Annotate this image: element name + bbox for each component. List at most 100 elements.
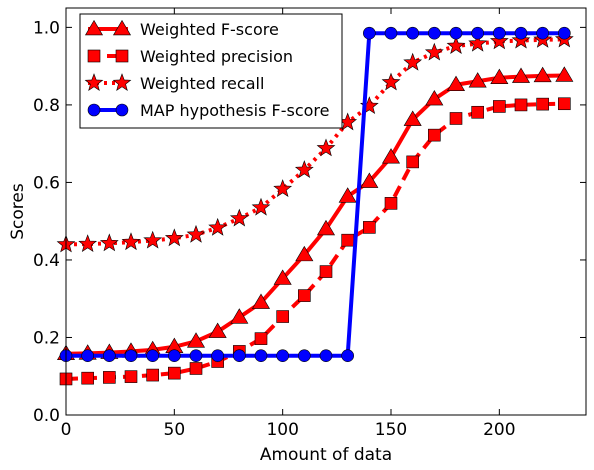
legend-marker	[112, 73, 132, 91]
data-point	[446, 75, 466, 91]
legend-marker	[87, 49, 101, 63]
data-point	[384, 197, 398, 210]
data-point	[468, 33, 488, 52]
data-point	[471, 105, 484, 119]
data-point	[490, 68, 509, 85]
data-point	[536, 97, 549, 111]
data-point	[511, 30, 531, 49]
data-point	[406, 155, 419, 169]
data-point	[341, 349, 354, 362]
data-point	[81, 371, 94, 385]
y-tick-label: 0.0	[33, 406, 60, 426]
legend-entry: Weighted precision	[87, 47, 293, 66]
data-point	[251, 197, 271, 216]
data-point	[143, 230, 163, 249]
x-tick-label: 0	[61, 420, 72, 440]
data-point	[103, 371, 116, 384]
y-axis-label: Scores	[8, 183, 28, 240]
data-point	[338, 187, 357, 203]
legend-marker	[84, 73, 104, 91]
x-tick-label: 50	[164, 420, 186, 440]
data-point	[103, 349, 116, 362]
data-point	[468, 72, 487, 88]
series-line	[65, 37, 565, 247]
legend-marker	[84, 19, 104, 36]
data-point	[121, 232, 141, 251]
data-point	[511, 67, 531, 83]
data-point	[363, 221, 376, 234]
y-tick-label: 0.8	[33, 96, 60, 116]
data-point	[403, 110, 422, 126]
legend-label: Weighted F-score	[140, 20, 279, 39]
data-point	[316, 138, 336, 157]
legend-entry: MAP hypothesis F-score	[87, 101, 329, 120]
data-point	[298, 349, 311, 362]
data-point	[298, 289, 311, 302]
data-point	[230, 308, 249, 324]
data-point	[428, 128, 441, 142]
data-point	[254, 349, 268, 362]
x-tick-label: 150	[375, 420, 407, 440]
data-point	[384, 26, 398, 40]
legend-marker	[115, 49, 129, 63]
data-point	[381, 148, 401, 164]
data-point	[276, 310, 289, 323]
legend-label: MAP hypothesis F-score	[140, 101, 329, 120]
data-point	[233, 349, 246, 362]
data-point	[363, 26, 376, 40]
y-tick-label: 0.6	[33, 173, 60, 193]
series-group	[59, 26, 571, 362]
data-point	[186, 332, 206, 348]
data-point	[558, 97, 571, 111]
data-point	[273, 269, 292, 285]
data-point	[319, 349, 333, 362]
x-tick-label: 100	[266, 420, 298, 440]
data-point	[229, 208, 249, 227]
y-tick-label: 0.2	[33, 328, 60, 348]
data-point	[493, 26, 506, 40]
data-point	[360, 172, 379, 188]
data-point	[168, 366, 181, 380]
data-point	[425, 89, 444, 106]
data-point	[449, 112, 463, 125]
data-point	[558, 26, 571, 40]
legend-entry: Weighted F-score	[84, 19, 279, 39]
data-point	[316, 219, 336, 236]
data-point	[449, 26, 463, 40]
data-point	[514, 26, 528, 40]
y-tick-label: 0.4	[33, 251, 60, 271]
data-point	[294, 160, 314, 178]
x-tick-label: 200	[483, 420, 515, 440]
data-point	[189, 349, 203, 362]
legend-marker	[112, 19, 132, 36]
data-point	[493, 100, 506, 113]
legend-marker	[115, 103, 129, 117]
data-point	[295, 245, 314, 262]
x-axis-label: Amount of data	[260, 445, 392, 465]
data-point	[514, 98, 528, 112]
data-point	[81, 349, 94, 362]
data-point	[146, 349, 159, 362]
data-point	[254, 332, 268, 345]
data-point	[186, 224, 206, 243]
y-tick-label: 1.0	[33, 18, 60, 38]
data-point	[99, 233, 119, 252]
data-point	[428, 26, 441, 40]
data-point	[341, 233, 354, 247]
data-point	[424, 42, 444, 61]
data-point	[381, 72, 401, 91]
data-point	[168, 349, 181, 362]
data-point	[471, 26, 484, 40]
data-point	[164, 228, 184, 247]
data-point	[276, 349, 289, 362]
plot-frame	[65, 7, 587, 416]
data-point	[189, 362, 203, 375]
data-point	[489, 31, 509, 50]
data-point	[406, 26, 419, 40]
data-point	[124, 370, 138, 383]
data-point	[446, 36, 466, 54]
legend-label: Weighted recall	[140, 74, 264, 93]
data-point	[533, 66, 552, 83]
data-point	[208, 322, 227, 338]
